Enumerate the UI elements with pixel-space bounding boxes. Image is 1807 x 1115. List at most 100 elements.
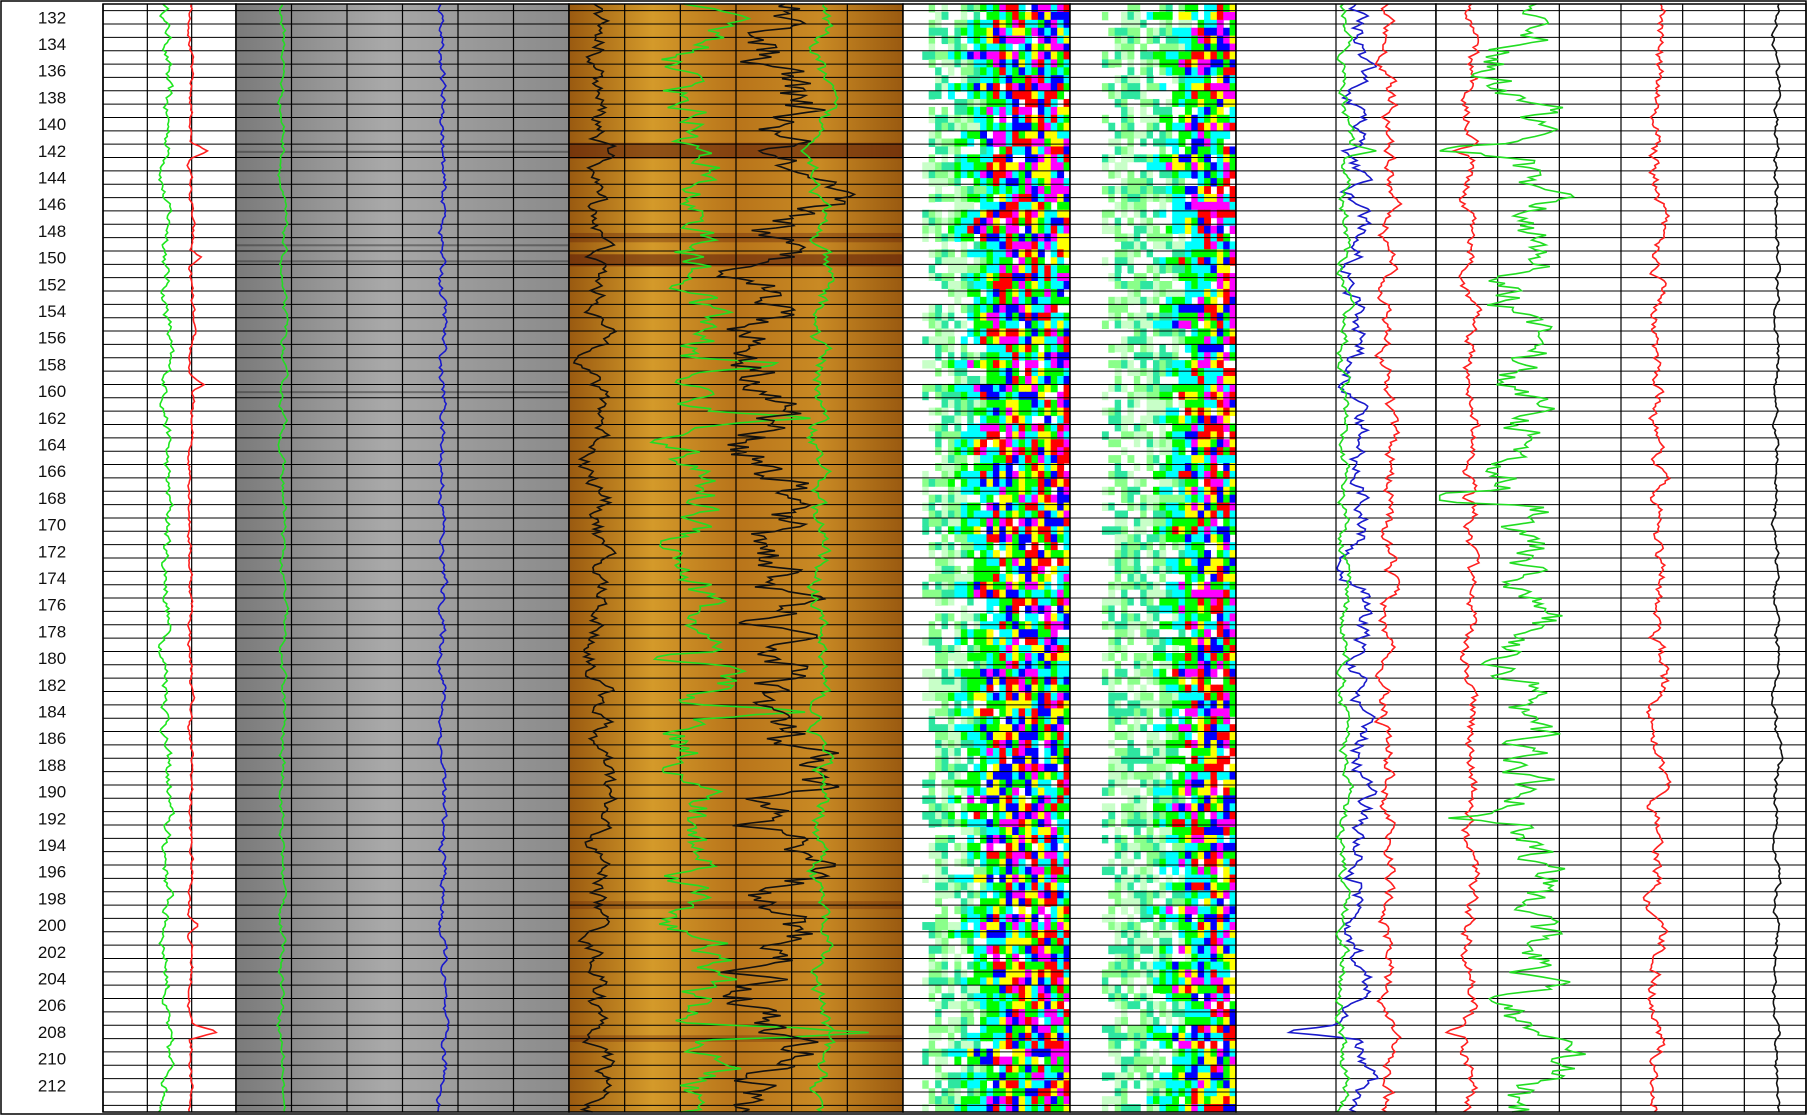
spectral-cell (1044, 241, 1052, 250)
spectral-cell (1210, 692, 1218, 701)
spectral-cell (992, 510, 1000, 519)
spectral-cell (1172, 281, 1180, 290)
spectral-cell (1210, 558, 1218, 567)
spectral-cell (1153, 83, 1160, 92)
spectral-cell (1146, 162, 1154, 171)
spectral-cell (999, 383, 1007, 393)
spectral-cell (1127, 35, 1135, 45)
spectral-cell (973, 360, 981, 369)
spectral-cell (1216, 605, 1224, 614)
spectral-cell (1005, 937, 1013, 947)
spectral-cell (1063, 787, 1071, 796)
spectral-cell (1140, 391, 1148, 401)
spectral-cell (1127, 597, 1135, 606)
spectral-cell (935, 494, 943, 504)
spectral-cell (1057, 217, 1065, 227)
spectral-cell (1127, 146, 1135, 155)
spectral-cell (1005, 312, 1013, 322)
spectral-cell (1140, 178, 1148, 187)
spectral-cell (1140, 193, 1148, 203)
spectral-cell (1210, 11, 1218, 21)
spectral-cell (1178, 98, 1186, 108)
spectral-cell (1204, 35, 1211, 45)
spectral-cell (999, 344, 1007, 353)
spectral-cell (947, 281, 955, 290)
spectral-cell (1063, 613, 1071, 622)
spectral-cell (947, 526, 955, 535)
spectral-cell (1146, 692, 1154, 701)
spectral-cell (1037, 1032, 1045, 1042)
track-5 (1069, 3, 1237, 1113)
spectral-cell (1018, 1040, 1026, 1050)
spectral-cell (1204, 130, 1211, 140)
spectral-cell (1229, 439, 1237, 448)
spectral-cell (973, 91, 981, 100)
spectral-cell (1197, 629, 1205, 638)
spectral-cell (1012, 122, 1020, 132)
spectral-cell (967, 1032, 975, 1042)
spectral-cell (1140, 692, 1148, 701)
spectral-cell (986, 122, 994, 132)
spectral-cell (1127, 281, 1135, 290)
spectral-cell (947, 985, 955, 994)
spectral-cell (1063, 953, 1071, 963)
spectral-cell (941, 906, 949, 915)
spectral-cell (980, 803, 987, 812)
spectral-cell (1184, 399, 1192, 409)
spectral-cell (1108, 154, 1116, 163)
spectral-cell (1146, 83, 1154, 92)
spectral-cell (1133, 589, 1141, 599)
spectral-cell (980, 573, 987, 583)
spectral-cell (1197, 288, 1205, 298)
spectral-cell (941, 154, 949, 163)
spectral-cell (1005, 787, 1013, 796)
spectral-cell (1153, 51, 1160, 60)
spectral-cell (1037, 83, 1045, 92)
spectral-cell (973, 961, 981, 971)
spectral-cell (967, 652, 975, 662)
spectral-cell (1184, 178, 1192, 187)
spectral-cell (999, 114, 1007, 124)
spectral-cell (1031, 534, 1039, 543)
spectral-cell (1229, 407, 1237, 417)
spectral-cell (967, 1072, 975, 1081)
spectral-cell (1101, 668, 1109, 678)
spectral-cell (941, 360, 949, 369)
spectral-cell (1216, 4, 1224, 13)
spectral-cell (1191, 375, 1199, 385)
spectral-cell (954, 407, 962, 417)
spectral-cell (1025, 178, 1032, 187)
spectral-cell (1197, 383, 1205, 393)
spectral-cell (1127, 668, 1135, 678)
spectral-cell (960, 225, 968, 235)
spectral-cell (960, 835, 968, 844)
spectral-cell (1204, 502, 1211, 512)
spectral-cell (967, 35, 975, 45)
spectral-cell (1057, 835, 1065, 844)
spectral-cell (973, 193, 981, 203)
spectral-cell (973, 4, 981, 13)
spectral-cell (1216, 11, 1224, 21)
spectral-cell (1204, 83, 1211, 92)
spectral-cell (1044, 945, 1052, 955)
spectral-cell (1057, 4, 1065, 13)
spectral-cell (1229, 344, 1237, 353)
spectral-cell (1153, 518, 1160, 527)
spectral-cell (1018, 621, 1026, 630)
spectral-cell (967, 439, 975, 448)
spectral-cell (1108, 463, 1116, 472)
spectral-cell (1012, 1104, 1020, 1113)
spectral-cell (1146, 407, 1154, 417)
spectral-cell (967, 98, 975, 108)
spectral-cell (1050, 906, 1058, 915)
spectral-cell (1140, 383, 1148, 393)
spectral-cell (922, 811, 930, 820)
spectral-cell (1172, 225, 1180, 235)
spectral-cell (1127, 431, 1135, 440)
spectral-cell (1204, 534, 1211, 543)
spectral-cell (967, 890, 975, 899)
spectral-cell (1191, 209, 1199, 219)
spectral-cell (999, 581, 1007, 591)
spectral-cell (1133, 375, 1141, 385)
spectral-cell (1146, 502, 1154, 512)
